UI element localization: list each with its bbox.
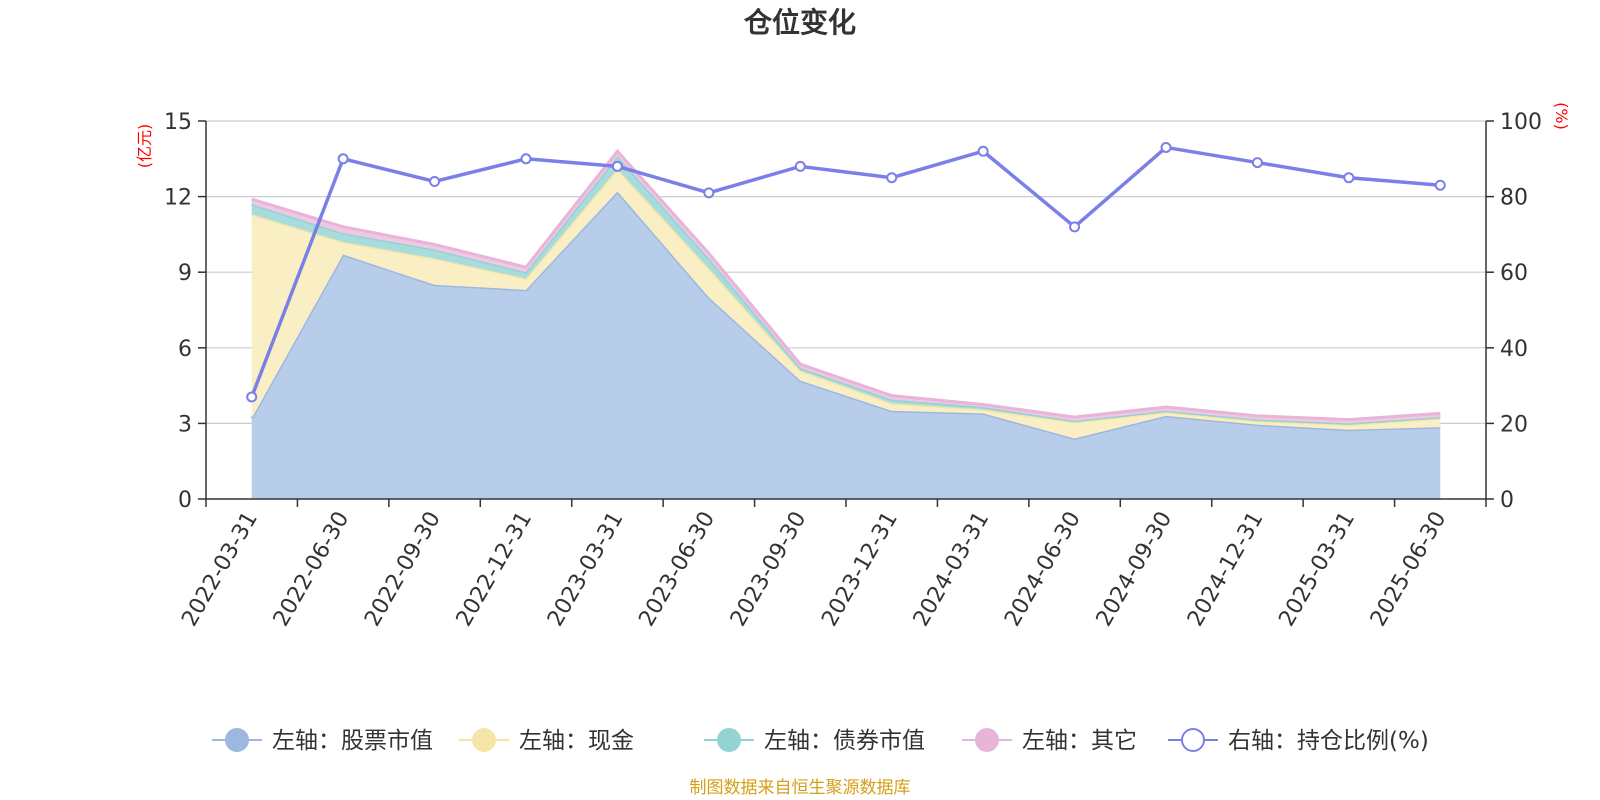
x-tick-label: 2024-12-31 — [1183, 508, 1269, 631]
legend-label: 左轴：债券市值 — [764, 728, 925, 754]
holding-ratio-point — [1343, 172, 1355, 184]
x-tick-label: 2022-06-30 — [269, 508, 355, 631]
x-tick-label: 2025-06-30 — [1366, 508, 1452, 631]
left-tick-label: 9 — [178, 261, 192, 286]
holding-ratio-point — [886, 172, 898, 184]
legend-marker — [975, 728, 999, 752]
x-tick-label: 2023-03-31 — [543, 508, 629, 631]
holding-ratio-point — [1251, 157, 1263, 169]
x-tick-label: 2024-06-30 — [1000, 508, 1086, 631]
left-tick-label: 3 — [178, 412, 192, 437]
holding-ratio-path — [250, 145, 1441, 398]
legend-label: 左轴：股票市值 — [272, 728, 433, 754]
x-tick-label: 2023-06-30 — [634, 508, 720, 631]
legend: 左轴：股票市值 左轴：现金 左轴：债券市值 左轴：其它 右轴：持仓比例(%) — [212, 728, 1429, 754]
left-tick-label: 15 — [164, 110, 192, 135]
holding-ratio-point — [703, 187, 715, 199]
legend-item-2: 左轴：债券市值 — [704, 728, 925, 754]
x-tick-label: 2022-12-31 — [452, 508, 538, 631]
left-tick-label: 6 — [178, 337, 192, 362]
holding-ratio-line — [246, 141, 1446, 403]
x-tick-label: 2023-12-31 — [817, 508, 903, 631]
x-tick-label: 2025-03-31 — [1274, 508, 1360, 631]
left-tick-label: 0 — [178, 488, 192, 513]
holding-ratio-point — [794, 160, 806, 172]
legend-label: 左轴：其它 — [1022, 728, 1137, 754]
holding-ratio-point — [1160, 141, 1172, 153]
right-tick-label: 20 — [1500, 412, 1528, 437]
legend-item-1: 左轴：现金 — [459, 728, 634, 754]
x-tick-label: 2022-09-30 — [360, 507, 446, 630]
right-axis-unit: (%) — [1552, 102, 1571, 130]
legend-marker — [1181, 728, 1205, 752]
holding-ratio-point — [337, 153, 349, 165]
right-tick-label: 0 — [1500, 488, 1514, 513]
x-tick-label: 2022-03-31 — [177, 508, 263, 631]
legend-item-0: 左轴：股票市值 — [212, 728, 433, 754]
holding-ratio-point — [520, 153, 532, 165]
stacked-areas — [250, 148, 1441, 499]
x-tick-label: 2024-03-31 — [909, 507, 995, 630]
x-tick-label: 2024-09-30 — [1092, 508, 1178, 631]
legend-item-4: 右轴：持仓比例(%) — [1168, 728, 1429, 754]
holding-ratio-point — [429, 175, 441, 187]
legend-marker — [717, 728, 741, 752]
legend-item-3: 左轴：其它 — [962, 728, 1137, 754]
x-tick-label: 2023-09-30 — [726, 508, 812, 631]
right-tick-label: 80 — [1500, 186, 1528, 211]
area-series-0 — [251, 191, 1441, 499]
legend-marker — [472, 728, 496, 752]
holding-ratio-point — [1434, 179, 1446, 191]
area-series-line-3 — [251, 148, 1441, 422]
holding-ratio-point — [246, 391, 258, 403]
source-note: 制图数据来自恒生聚源数据库 — [690, 778, 911, 798]
chart-title: 仓位变化 — [744, 6, 856, 39]
right-tick-label: 40 — [1500, 337, 1528, 362]
right-tick-label: 60 — [1500, 261, 1528, 286]
legend-label: 左轴：现金 — [519, 728, 634, 754]
legend-label: 右轴：持仓比例(%) — [1228, 728, 1429, 754]
holding-ratio-point — [977, 145, 989, 157]
left-axis-unit: (亿元) — [135, 124, 154, 169]
holding-ratio-point — [1069, 221, 1081, 233]
left-tick-label: 12 — [164, 186, 192, 211]
legend-marker — [225, 728, 249, 752]
holding-ratio-point — [611, 160, 623, 172]
right-tick-label: 100 — [1500, 110, 1542, 135]
